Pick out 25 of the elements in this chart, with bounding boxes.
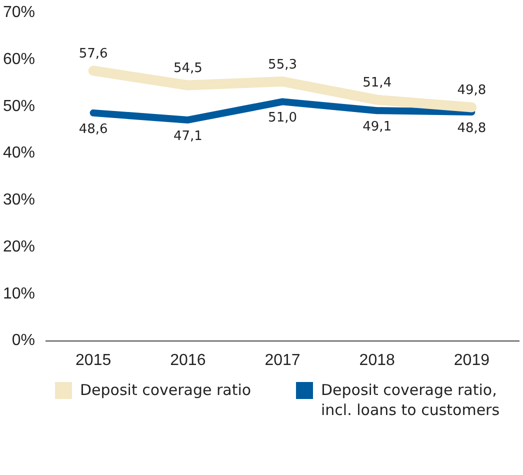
x-tick-label: 2019 — [454, 352, 490, 369]
x-tick-label: 2018 — [359, 352, 396, 369]
data-label: 57,6 — [78, 46, 108, 62]
data-label: 48,6 — [78, 122, 108, 137]
y-tick-label: 0% — [12, 332, 36, 350]
x-tick-label: 2016 — [170, 352, 206, 369]
data-label: 49,1 — [362, 119, 392, 134]
legend-label: Deposit coverage ratio — [80, 380, 252, 400]
y-tick-label: 50% — [2, 98, 36, 115]
data-label: 49,8 — [457, 83, 486, 98]
y-tick-label: 30% — [2, 192, 36, 209]
y-tick-label: 60% — [2, 50, 36, 68]
data-label: 47,1 — [173, 128, 202, 144]
data-label: 51,4 — [362, 76, 392, 91]
data-label: 48,8 — [457, 120, 486, 136]
data-label: 55,3 — [268, 57, 297, 72]
y-tick-label: 40% — [2, 144, 36, 162]
data-label: 51,0 — [268, 110, 297, 126]
y-tick-label: 70% — [2, 4, 36, 22]
legend-label: Deposit coverage ratio, incl. loans to customers — [321, 380, 501, 420]
x-tick-label: 2017 — [264, 352, 300, 369]
data-label: 54,5 — [173, 61, 202, 76]
x-tick-label: 2015 — [76, 352, 112, 369]
y-tick-label: 20% — [2, 238, 36, 256]
y-tick-label: 10% — [2, 285, 36, 302]
